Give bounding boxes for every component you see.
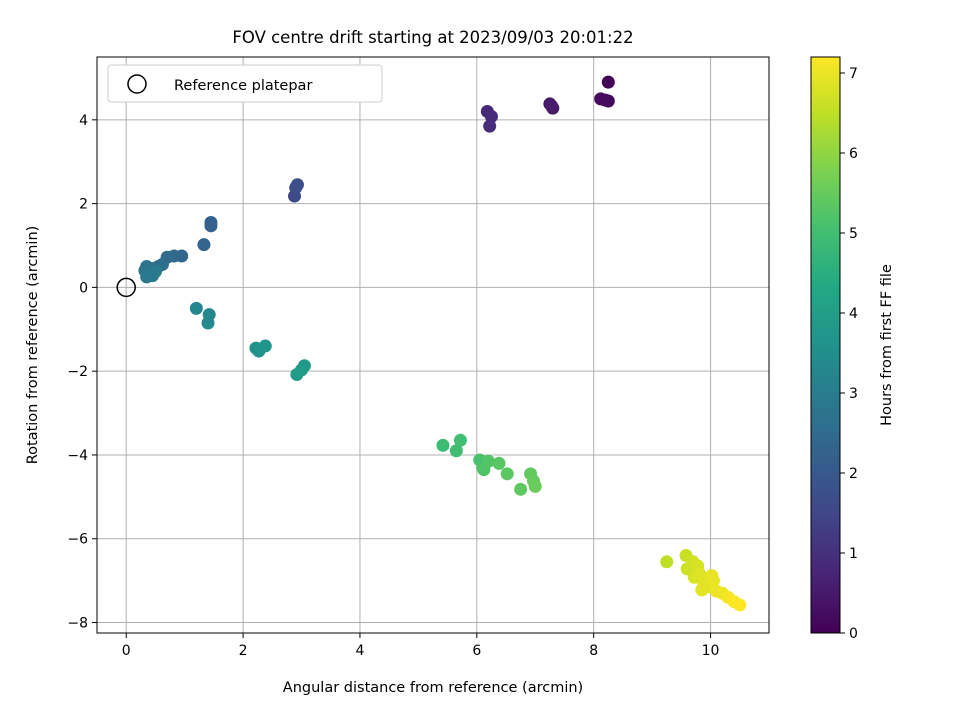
data-point — [482, 454, 496, 468]
data-points — [138, 75, 747, 612]
data-point — [484, 109, 498, 123]
data-point — [148, 264, 162, 278]
data-point — [598, 93, 612, 107]
colorbar-tick-label: 3 — [849, 386, 858, 402]
x-tick-label: 0 — [122, 643, 131, 659]
data-point — [197, 238, 211, 252]
data-point — [514, 482, 528, 496]
data-point — [453, 433, 467, 447]
data-point — [528, 479, 542, 493]
data-point — [500, 467, 514, 481]
colorbar-tick-label: 6 — [849, 146, 858, 162]
data-point — [201, 316, 215, 330]
legend: Reference platepar — [107, 64, 383, 103]
chart-title: FOV centre drift starting at 2023/09/03 … — [232, 28, 633, 47]
y-tick-label: 4 — [79, 113, 88, 129]
colorbar-tick-label: 5 — [849, 226, 858, 242]
data-point — [660, 555, 674, 569]
data-point — [733, 598, 747, 612]
y-axis-label: Rotation from reference (arcmin) — [25, 226, 41, 465]
data-point — [436, 438, 450, 452]
colorbar-label: Hours from first FF file — [879, 264, 895, 426]
x-tick-label: 4 — [355, 643, 364, 659]
y-tick-label: 0 — [79, 280, 88, 296]
data-point — [449, 444, 463, 458]
x-axis-label: Angular distance from reference (arcmin) — [283, 680, 583, 696]
colorbar-tick-label: 0 — [849, 626, 858, 642]
data-point — [706, 574, 720, 588]
x-tick-label: 10 — [702, 643, 720, 659]
x-tick-label: 8 — [589, 643, 598, 659]
data-point — [545, 99, 559, 113]
colorbar-ticks: 0 1 2 3 4 5 6 7 — [840, 66, 858, 642]
data-point — [258, 339, 272, 353]
legend-box — [107, 64, 383, 103]
y-tick-label: 2 — [79, 197, 88, 213]
y-tick-label: −8 — [67, 616, 88, 632]
colorbar-tick-label: 4 — [849, 306, 858, 322]
colorbar-tick-label: 1 — [849, 546, 858, 562]
data-point — [290, 368, 304, 382]
plot-frame — [96, 56, 770, 634]
legend-label: Reference platepar — [174, 78, 312, 94]
x-tick-label: 6 — [472, 643, 481, 659]
colorbar-tick-label: 7 — [849, 66, 858, 82]
data-point — [204, 219, 218, 233]
x-axis-ticks: 0 2 4 6 8 10 — [122, 633, 720, 659]
data-point — [189, 301, 203, 315]
data-point — [483, 119, 497, 133]
data-point — [492, 456, 506, 470]
data-point — [290, 178, 304, 192]
colorbar-tick-label: 2 — [849, 466, 858, 482]
legend-marker — [127, 74, 147, 94]
y-axis-ticks: −8 −6 −4 −2 0 2 4 — [67, 113, 97, 632]
reference-platepar-marker — [116, 277, 136, 298]
y-tick-label: −4 — [67, 448, 88, 464]
y-tick-label: −2 — [67, 364, 88, 380]
y-tick-label: −6 — [67, 532, 88, 548]
data-point — [601, 75, 615, 89]
grid-lines — [97, 57, 769, 633]
colorbar — [810, 56, 841, 634]
x-tick-label: 2 — [239, 643, 248, 659]
